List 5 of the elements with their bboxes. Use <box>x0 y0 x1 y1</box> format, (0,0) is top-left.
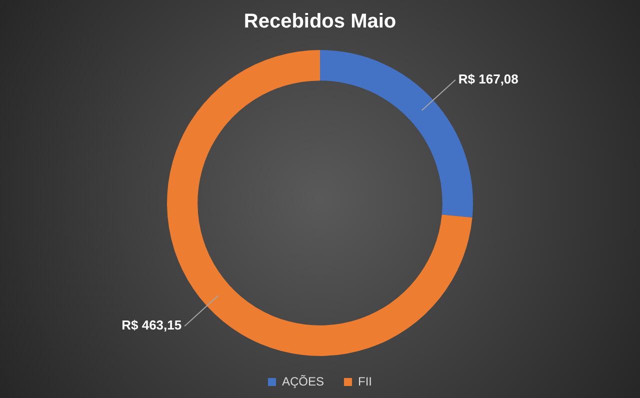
legend-label: FII <box>358 374 372 388</box>
chart-title: Recebidos Maio <box>244 10 396 33</box>
data-label: R$ 167,08 <box>458 71 518 86</box>
data-label: R$ 463,15 <box>122 318 182 333</box>
legend-label: AÇÕES <box>282 374 324 388</box>
